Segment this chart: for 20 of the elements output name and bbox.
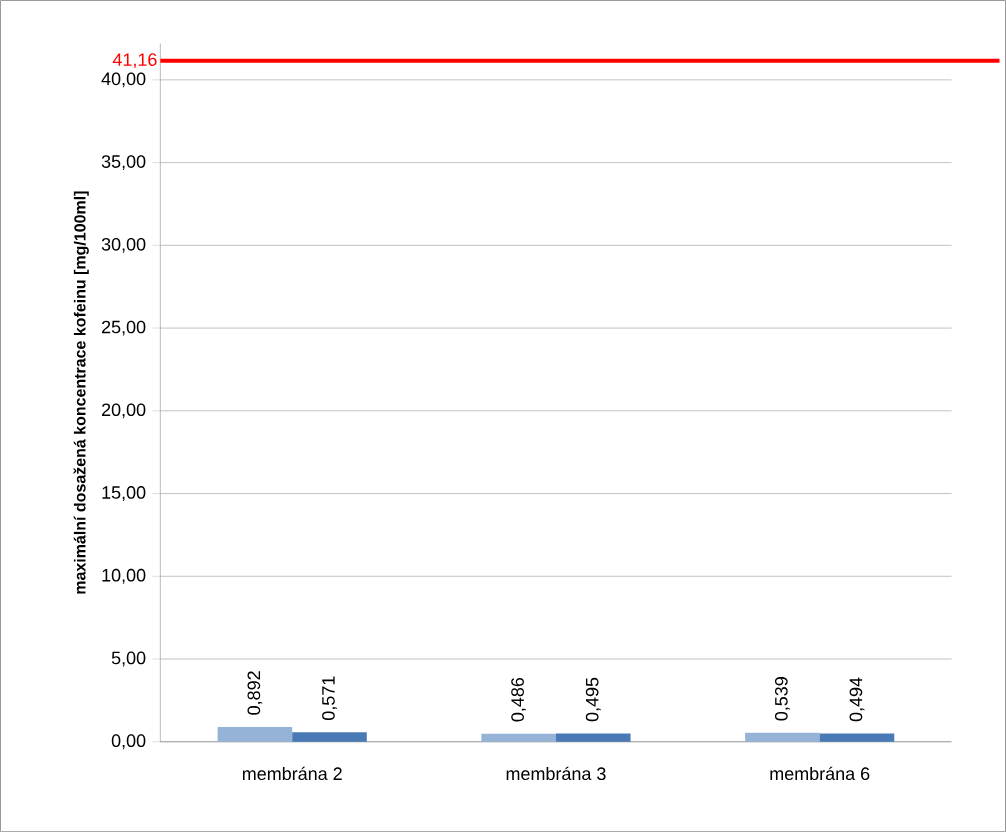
data-label: 0,571	[322, 676, 337, 720]
y-tick-label: 35,00	[101, 155, 146, 170]
x-tick-label: membrána 6	[770, 766, 870, 780]
y-tick-label: 20,00	[101, 403, 146, 419]
y-tick-label: 10,00	[102, 568, 146, 584]
y-tick-label: 5,00	[111, 651, 146, 667]
data-label: 0,486	[511, 677, 527, 722]
data-label: 0,494	[849, 677, 865, 722]
ref-line-label: 41,16	[112, 53, 157, 69]
data-label: 0,539	[774, 677, 790, 721]
data-label: 0,892	[247, 671, 263, 715]
y-tick-label: 15,00	[102, 486, 146, 501]
y-tick-label: 0,00	[111, 734, 146, 750]
x-tick-label: membrána 2	[242, 766, 342, 780]
y-tick-label: 25,00	[101, 320, 146, 336]
data-label: 0,495	[585, 677, 601, 722]
y-axis-title: maximální dosažená koncentrace kofeinu [mg/100ml]	[73, 191, 89, 594]
y-tick-label: 40,00	[101, 72, 146, 88]
x-tick-label: membrána 3	[506, 766, 606, 780]
y-tick-label: 30,00	[101, 237, 146, 253]
